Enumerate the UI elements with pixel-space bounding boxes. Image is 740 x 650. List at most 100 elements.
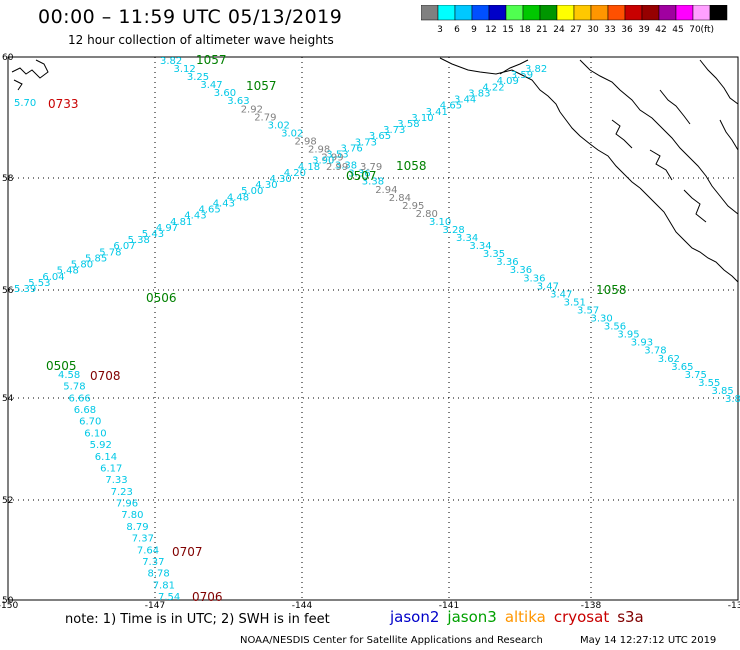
scale-label: 9 [471, 25, 477, 35]
wave-height-value: 6.68 [74, 405, 96, 416]
scale-label: 18 [519, 25, 531, 35]
wave-height-value: 3.02 [268, 120, 290, 131]
scale-label: 70 [689, 25, 701, 35]
pass-time-labels: 1057 1057 0733 1058 0507 0506 0505 0708 1058 0707… [46, 53, 627, 604]
scale-label: 3 [437, 25, 443, 35]
pass-time-label: 1058 [596, 283, 627, 297]
wave-height-value: 3.51 [564, 297, 586, 308]
wave-height-value: 2.99 [321, 153, 343, 164]
wave-height-value: 3.10 [411, 113, 433, 124]
wave-height-value: 2.80 [416, 209, 438, 220]
wave-height-value: 5.85 [85, 253, 107, 264]
wave-height-value: 3.59 [511, 70, 533, 81]
wave-height-value: 3.73 [355, 137, 377, 148]
graticule [8, 57, 738, 600]
wave-height-value: 5.80 [71, 260, 93, 271]
wave-height-value: 3.75 [685, 370, 707, 381]
wave-height-value: 3.02 [281, 128, 303, 139]
wave-height-value: 3.65 [369, 131, 391, 142]
pass-time-label: 0507 [346, 169, 377, 183]
scale-label: 21 [536, 25, 547, 35]
lat-tick-label: 50 [2, 596, 14, 606]
lat-tick-label: 58 [2, 174, 14, 184]
scale-label: 30 [587, 25, 599, 35]
page-title: 00:00 – 11:59 UTC 05/13/2019 [38, 6, 343, 28]
wave-height-value: 4.09 [497, 76, 519, 87]
wave-height-value: 4.43 [184, 211, 206, 222]
wave-height-value: 2.98 [308, 145, 330, 156]
wave-height-value: 5.38 [128, 235, 150, 246]
legend-entry-jason2: jason2 [390, 608, 440, 626]
scale-unit: (ft) [700, 25, 714, 35]
wave-height-value: 4.65 [440, 101, 462, 112]
pass-time-label: 0707 [172, 545, 203, 559]
wave-height-value: 3.76 [341, 143, 363, 154]
legend-entry-cryosat: cryosat [553, 608, 610, 626]
wave-height-value: 3.44 [454, 95, 476, 106]
wave-height-value: 2.84 [389, 193, 411, 204]
map-frame [7, 56, 739, 601]
wave-height-value: 3.56 [604, 322, 626, 333]
wave-height-value: 6.14 [95, 452, 117, 463]
wave-height-value: 7.81 [153, 580, 175, 591]
wave-height-value: 3.78 [644, 346, 666, 357]
altimeter-tracks: 3.823.123.253.473.603.632.922.793.023.02… [14, 56, 740, 603]
wave-height-value: 3.65 [671, 362, 693, 373]
wave-height-value: 4.81 [170, 217, 192, 228]
wave-height-value: 7.37 [132, 534, 154, 545]
wave-height-value: 3.38 [335, 161, 357, 172]
wave-height-value: 3.95 [617, 330, 639, 341]
wave-height-value: 4.30 [270, 174, 292, 185]
wave-height-value: 3.90 [312, 156, 334, 167]
legend-entry-jason3: jason3 [447, 608, 497, 626]
wave-height-value: 6.66 [69, 393, 91, 404]
wave-height-value: 4.20 [284, 168, 306, 179]
coastline [11, 57, 739, 283]
wave-height-value: 3.36 [496, 257, 518, 268]
page-subtitle: 12 hour collection of altimeter wave hei… [68, 33, 334, 47]
wave-height-value: 3.57 [577, 306, 599, 317]
wave-height-value: 3.73 [383, 125, 405, 136]
wave-height-value: 3.10 [429, 217, 451, 228]
wave-height-value: 6.17 [100, 464, 122, 475]
wave-height-value: 3.84 [725, 394, 740, 405]
lat-tick-label: 60 [2, 53, 14, 63]
lon-tick-label: -138 [581, 601, 602, 608]
wave-height-value: 5.00 [241, 186, 263, 197]
wave-height-value: 5.78 [63, 382, 85, 393]
wave-height-value: 5.78 [99, 247, 121, 258]
pass-time-label: 0708 [90, 369, 121, 383]
wave-height-value: 3.47 [200, 80, 222, 91]
scale-label: 39 [638, 25, 650, 35]
wave-height-value: 2.94 [375, 185, 397, 196]
wave-height-map: -150 -147 -144 -141 -138 -135 50 52 54 56 58 60 3.8… [0, 53, 740, 608]
wave-height-value: 7.64 [137, 545, 159, 556]
wave-height-value: 3.41 [426, 107, 448, 118]
wave-height-value: 7.23 [111, 487, 133, 498]
wave-height-value: 3.93 [631, 338, 653, 349]
wave-height-value: 2.92 [241, 104, 263, 115]
wave-height-value: 7.37 [142, 557, 164, 568]
wave-height-value: 3.12 [174, 64, 196, 75]
wave-height-value: 5.39 [14, 284, 36, 295]
wave-height-value: 3.36 [523, 273, 545, 284]
wave-height-value: 3.82 [160, 56, 182, 67]
wave-height-value: 2.95 [402, 201, 424, 212]
color-scale: 3 6 9 12 15 18 21 24 27 30 33 36 39 42 45 70 (ft) [421, 5, 728, 35]
wave-height-value: 4.22 [482, 82, 504, 93]
footer-note: note: 1) Time is in UTC; 2) SWH is in fe… [65, 612, 330, 627]
wave-height-value: 4.18 [298, 162, 320, 173]
wave-height-value: 4.48 [227, 192, 249, 203]
lon-tick-label: -135 [728, 601, 740, 608]
wave-height-value: 3.35 [483, 249, 505, 260]
generated-timestamp: May 14 12:27:12 UTC 2019 [580, 635, 717, 646]
wave-height-value: 8.79 [126, 522, 148, 533]
wave-height-value: 6.04 [42, 272, 64, 283]
pass-time-label: 1058 [396, 159, 427, 173]
pass-time-label: 0505 [46, 359, 77, 373]
wave-height-value: 3.47 [537, 281, 559, 292]
wave-height-value: 8.78 [148, 569, 170, 580]
lat-tick-label: 54 [2, 394, 14, 404]
wave-height-value: 3.58 [397, 119, 419, 130]
wave-height-value: 6.70 [79, 417, 101, 428]
